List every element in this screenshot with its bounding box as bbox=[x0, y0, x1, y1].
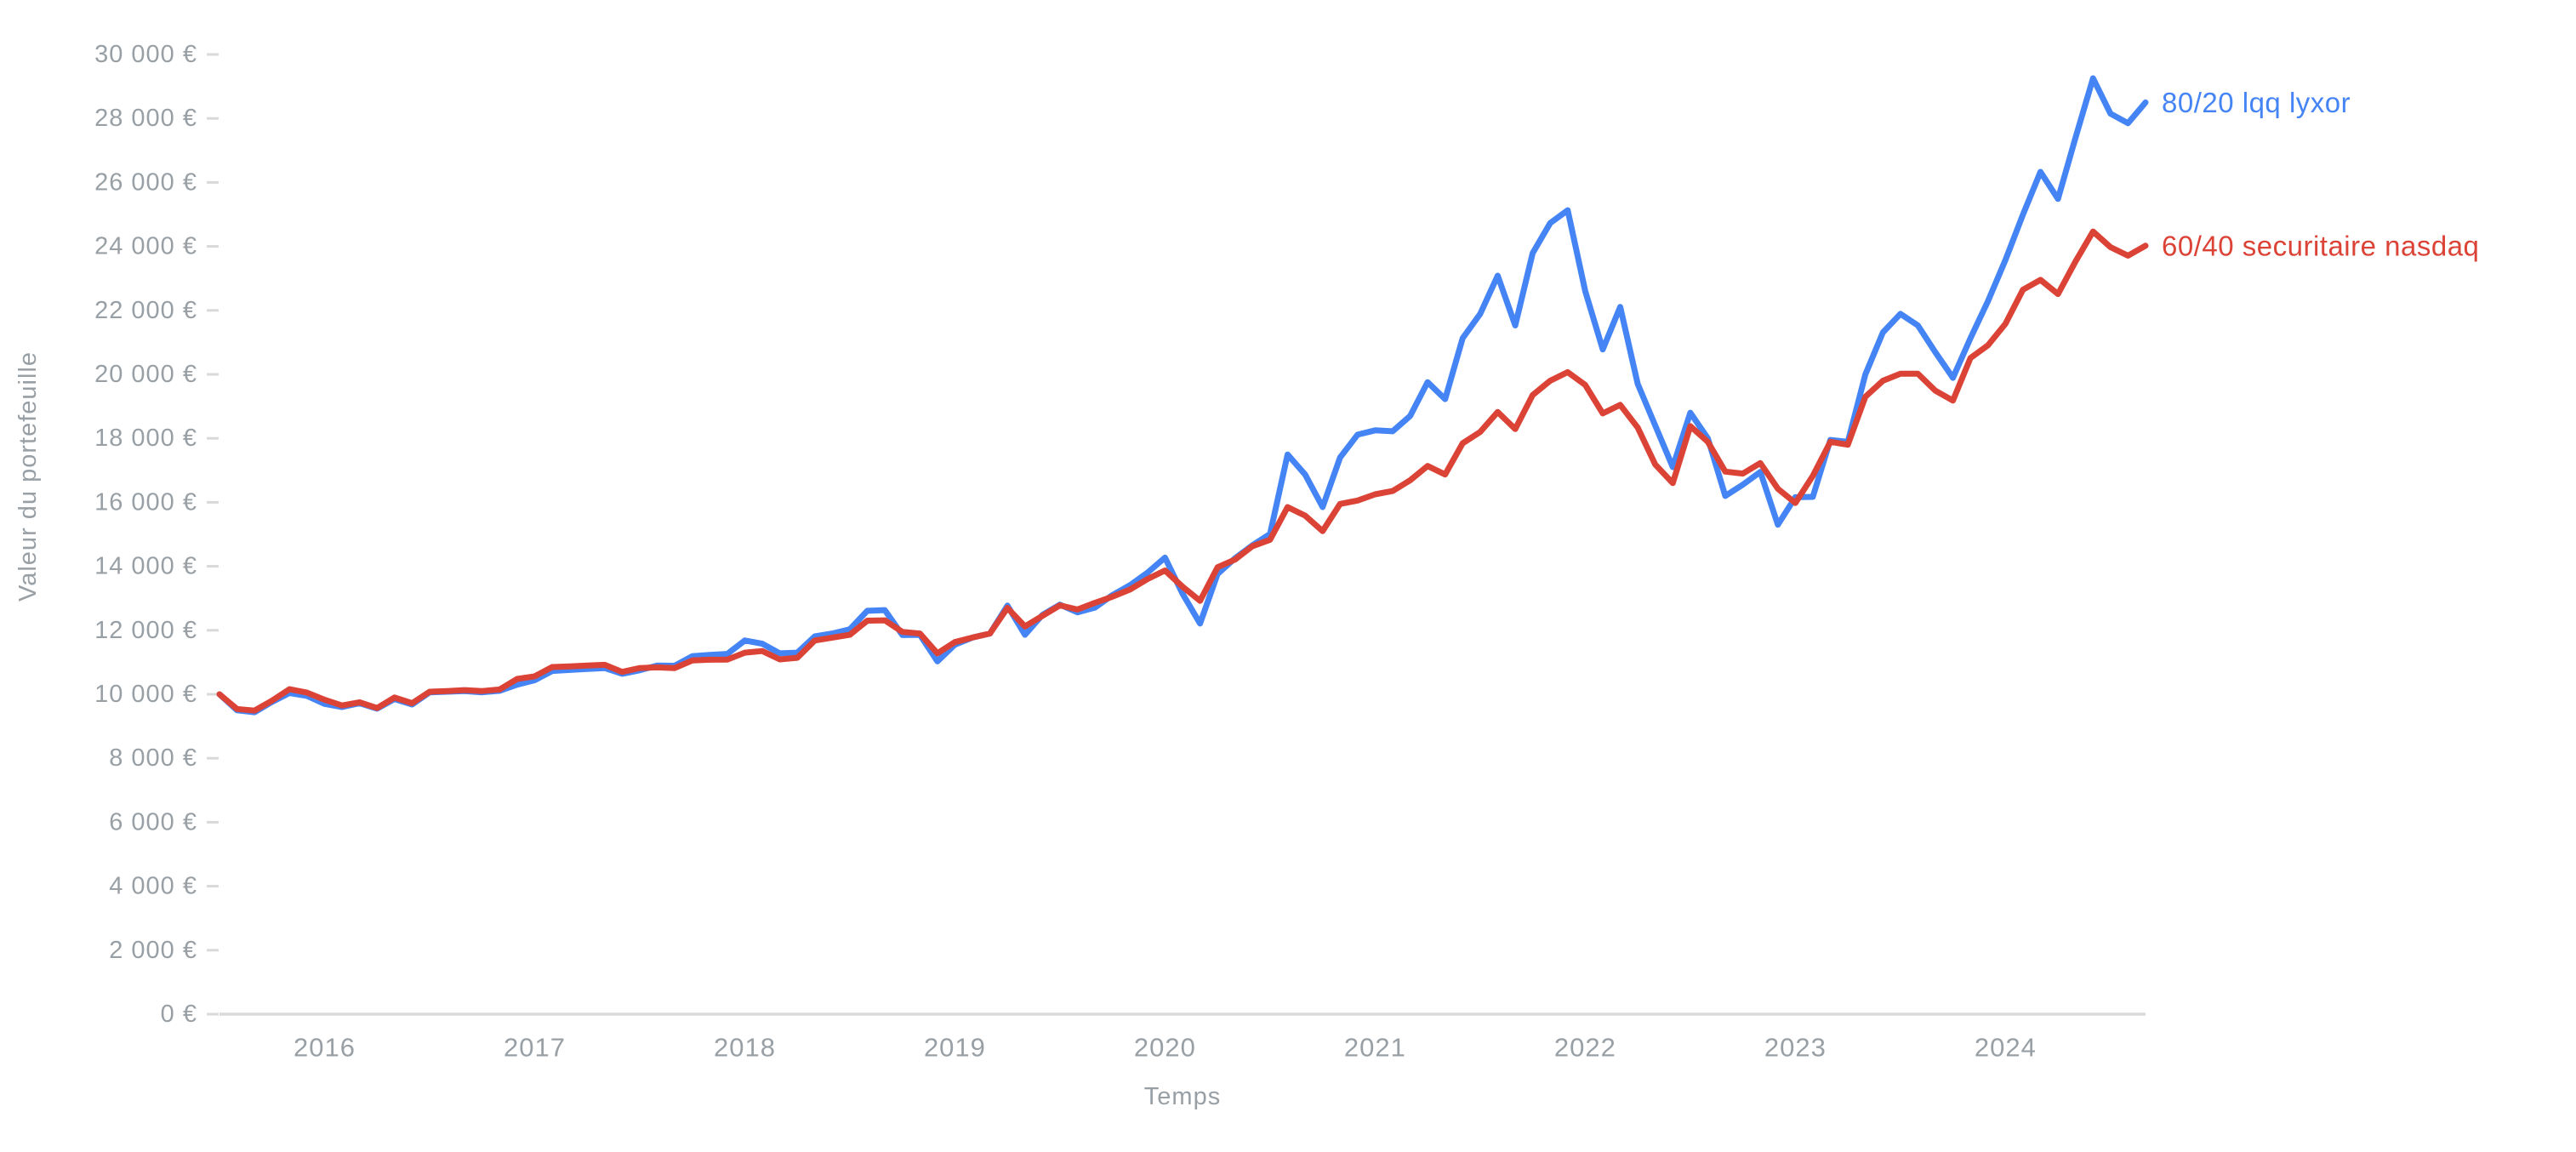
series-label-red: 60/40 securitaire nasdaq bbox=[2162, 230, 2479, 261]
y-axis-title: Valeur du portefeuille bbox=[14, 351, 42, 602]
x-tick-label: 2021 bbox=[1344, 1033, 1406, 1063]
x-tick-label: 2018 bbox=[714, 1033, 776, 1063]
y-tick-label: 18 000 € bbox=[94, 425, 197, 452]
y-tick-label: 14 000 € bbox=[94, 553, 197, 580]
series-lines[interactable] bbox=[216, 75, 2149, 716]
x-tick-label: 2017 bbox=[504, 1033, 566, 1063]
y-tick-label: 16 000 € bbox=[94, 488, 197, 516]
axis-titles: Valeur du portefeuille Temps bbox=[14, 351, 1221, 1110]
x-tick-label: 2022 bbox=[1554, 1033, 1616, 1063]
x-tick-label: 2016 bbox=[294, 1033, 356, 1063]
x-tick-label: 2020 bbox=[1134, 1033, 1196, 1063]
y-tick-label: 26 000 € bbox=[94, 168, 197, 196]
y-tick-label: 8 000 € bbox=[109, 744, 197, 772]
x-tick-label: 2024 bbox=[1975, 1033, 2037, 1063]
series-line-red[interactable] bbox=[216, 228, 2149, 714]
series-end-labels: 80/20 lqq lyxor 60/40 securitaire nasdaq bbox=[2162, 87, 2479, 261]
x-axis: 2016 2017 2018 2019 2020 2021 2022 2023 2024 bbox=[219, 1012, 2146, 1063]
y-tick-label: 0 € bbox=[161, 1001, 197, 1028]
y-tick-label: 12 000 € bbox=[94, 617, 197, 644]
y-tick-label: 30 000 € bbox=[94, 41, 197, 68]
y-tick-label: 4 000 € bbox=[109, 873, 197, 900]
y-tick-label: 24 000 € bbox=[94, 233, 197, 260]
y-axis: 0 € 2 000 € 4 000 € 6 000 € 8 000 € 10 000 € 1… bbox=[94, 41, 219, 1028]
series-label-blue: 80/20 lqq lyxor bbox=[2162, 87, 2351, 118]
series-line-blue[interactable] bbox=[216, 75, 2149, 716]
y-tick-label: 10 000 € bbox=[94, 681, 197, 708]
x-axis-title: Temps bbox=[1144, 1083, 1221, 1110]
x-tick-label: 2019 bbox=[924, 1033, 986, 1063]
y-tick-label: 2 000 € bbox=[109, 937, 197, 964]
x-tick-label: 2023 bbox=[1764, 1033, 1827, 1063]
y-tick-label: 6 000 € bbox=[109, 808, 197, 835]
y-tick-label: 22 000 € bbox=[94, 297, 197, 324]
y-tick-label: 28 000 € bbox=[94, 105, 197, 132]
y-tick-label: 20 000 € bbox=[94, 361, 197, 388]
